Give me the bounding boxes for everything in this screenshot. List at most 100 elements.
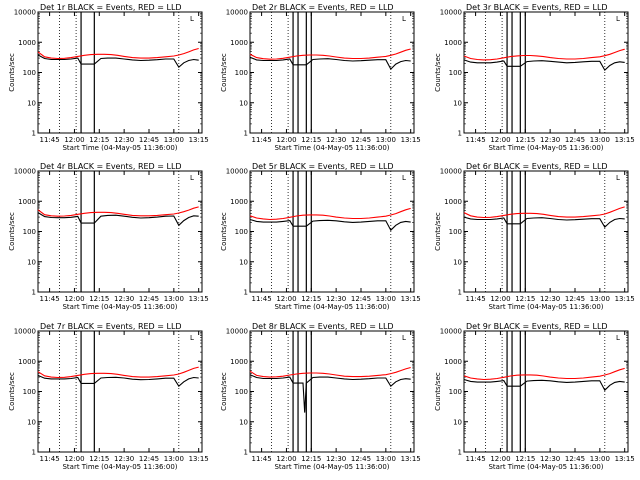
y-tick-label: 10 bbox=[453, 99, 462, 107]
x-tick-label: 12:00 bbox=[276, 455, 296, 463]
x-tick-label: 12:30 bbox=[540, 455, 560, 463]
y-tick-label: 1 bbox=[32, 449, 36, 457]
y-tick-label: 10 bbox=[27, 99, 36, 107]
chart-title: Det 4r BLACK = Events, RED = LLD bbox=[40, 162, 182, 171]
chart-title: Det 5r BLACK = Events, RED = LLD bbox=[252, 162, 394, 171]
y-tick-label: 1000 bbox=[444, 358, 462, 366]
x-tick-label: 12:15 bbox=[301, 136, 321, 144]
y-tick-label: 10 bbox=[27, 258, 36, 266]
y-tick-label: 10 bbox=[239, 418, 248, 426]
x-tick-label: 12:00 bbox=[64, 455, 84, 463]
y-axis-label: Counts/sec bbox=[8, 372, 16, 411]
series-line-lld bbox=[249, 366, 411, 378]
x-tick-label: 12:00 bbox=[64, 295, 84, 303]
y-tick-label: 100 bbox=[23, 388, 36, 396]
plot-frame bbox=[463, 330, 629, 453]
series-line-events bbox=[37, 212, 199, 227]
y-tick-label: 10 bbox=[239, 258, 248, 266]
plot-frame bbox=[463, 170, 629, 293]
corner-mark: L bbox=[616, 15, 620, 23]
x-tick-label: 12:15 bbox=[301, 455, 321, 463]
y-tick-label: 1 bbox=[244, 449, 248, 457]
x-axis-label: Start Time (04-May-05 11:36:00) bbox=[62, 463, 177, 471]
y-axis-label: Counts/sec bbox=[8, 53, 16, 92]
chart-title: Det 1r BLACK = Events, RED = LLD bbox=[40, 3, 182, 12]
x-tick-label: 12:30 bbox=[114, 136, 134, 144]
series-line-lld bbox=[37, 366, 199, 379]
y-tick-label: 10 bbox=[27, 418, 36, 426]
x-axis-label: Start Time (04-May-05 11:36:00) bbox=[274, 144, 389, 152]
x-tick-label: 13:15 bbox=[401, 455, 421, 463]
y-tick-label: 10000 bbox=[14, 9, 36, 17]
y-axis-label: Counts/sec bbox=[434, 372, 442, 411]
series-line-events bbox=[463, 59, 625, 71]
y-tick-label: 1 bbox=[244, 289, 248, 297]
x-tick-label: 12:30 bbox=[326, 136, 346, 144]
x-tick-label: 13:00 bbox=[590, 455, 610, 463]
y-tick-label: 100 bbox=[23, 228, 36, 236]
chart-panel: Det 2r BLACK = Events, RED = LLD L 1 10 100 1… bbox=[220, 3, 421, 152]
x-tick-label: 12:45 bbox=[139, 295, 159, 303]
x-tick-label: 12:00 bbox=[64, 136, 84, 144]
y-tick-label: 100 bbox=[449, 69, 462, 77]
x-axis-label: Start Time (04-May-05 11:36:00) bbox=[488, 463, 603, 471]
corner-mark: L bbox=[190, 15, 194, 23]
x-tick-label: 12:15 bbox=[89, 455, 109, 463]
x-tick-label: 12:30 bbox=[114, 295, 134, 303]
chart-panel: Det 4r BLACK = Events, RED = LLD L 1 10 100 1… bbox=[8, 162, 209, 311]
x-tick-label: 11:45 bbox=[252, 136, 272, 144]
x-tick-label: 13:00 bbox=[376, 136, 396, 144]
y-tick-label: 1 bbox=[32, 130, 36, 138]
x-tick-label: 13:15 bbox=[401, 295, 421, 303]
y-axis-label: Counts/sec bbox=[8, 212, 16, 251]
x-tick-label: 11:45 bbox=[40, 136, 60, 144]
chart-title: Det 3r BLACK = Events, RED = LLD bbox=[466, 3, 608, 12]
x-axis-label: Start Time (04-May-05 11:36:00) bbox=[274, 463, 389, 471]
series-line-lld bbox=[37, 47, 199, 60]
y-tick-label: 10000 bbox=[226, 168, 248, 176]
y-tick-label: 1 bbox=[244, 130, 248, 138]
x-tick-label: 12:45 bbox=[565, 295, 585, 303]
y-tick-label: 10000 bbox=[14, 168, 36, 176]
x-tick-label: 12:30 bbox=[326, 455, 346, 463]
x-tick-label: 12:15 bbox=[515, 455, 535, 463]
corner-mark: L bbox=[402, 15, 406, 23]
x-tick-label: 13:15 bbox=[615, 136, 635, 144]
x-tick-label: 12:45 bbox=[351, 136, 371, 144]
y-tick-label: 1 bbox=[458, 130, 462, 138]
y-tick-label: 1 bbox=[458, 449, 462, 457]
x-tick-label: 12:30 bbox=[114, 455, 134, 463]
plot-frame bbox=[463, 11, 629, 134]
series-line-lld bbox=[249, 207, 411, 221]
corner-mark: L bbox=[402, 174, 406, 182]
x-axis-label: Start Time (04-May-05 11:36:00) bbox=[274, 303, 389, 311]
y-tick-label: 1000 bbox=[444, 198, 462, 206]
chart-panel: Det 7r BLACK = Events, RED = LLD L 1 10 100 1… bbox=[8, 322, 209, 471]
series-line-lld bbox=[249, 48, 411, 60]
corner-mark: L bbox=[190, 174, 194, 182]
x-axis-label: Start Time (04-May-05 11:36:00) bbox=[62, 144, 177, 152]
x-tick-label: 11:45 bbox=[466, 455, 486, 463]
x-tick-label: 13:00 bbox=[590, 295, 610, 303]
y-tick-label: 1000 bbox=[18, 358, 36, 366]
x-tick-label: 11:45 bbox=[466, 295, 486, 303]
y-tick-label: 100 bbox=[23, 69, 36, 77]
x-tick-label: 13:00 bbox=[590, 136, 610, 144]
x-tick-label: 12:15 bbox=[89, 136, 109, 144]
plot-frame bbox=[249, 11, 415, 134]
chart-panel: Det 1r BLACK = Events, RED = LLD L 1 10 100 1… bbox=[8, 3, 209, 152]
y-axis-label: Counts/sec bbox=[220, 372, 228, 411]
corner-mark: L bbox=[616, 174, 620, 182]
y-tick-label: 1000 bbox=[230, 358, 248, 366]
chart-panel: Det 5r BLACK = Events, RED = LLD L 1 10 100 1… bbox=[220, 162, 421, 311]
series-line-lld bbox=[37, 206, 199, 217]
y-tick-label: 100 bbox=[235, 388, 248, 396]
series-line-events bbox=[249, 374, 411, 413]
chart-panel: Det 6r BLACK = Events, RED = LLD L 1 10 100 1… bbox=[434, 162, 635, 311]
chart-panel: Det 3r BLACK = Events, RED = LLD L 1 10 100 1… bbox=[434, 3, 635, 152]
x-tick-label: 13:00 bbox=[164, 136, 184, 144]
y-axis-label: Counts/sec bbox=[434, 53, 442, 92]
x-axis-label: Start Time (04-May-05 11:36:00) bbox=[488, 303, 603, 311]
series-line-events bbox=[463, 378, 625, 392]
